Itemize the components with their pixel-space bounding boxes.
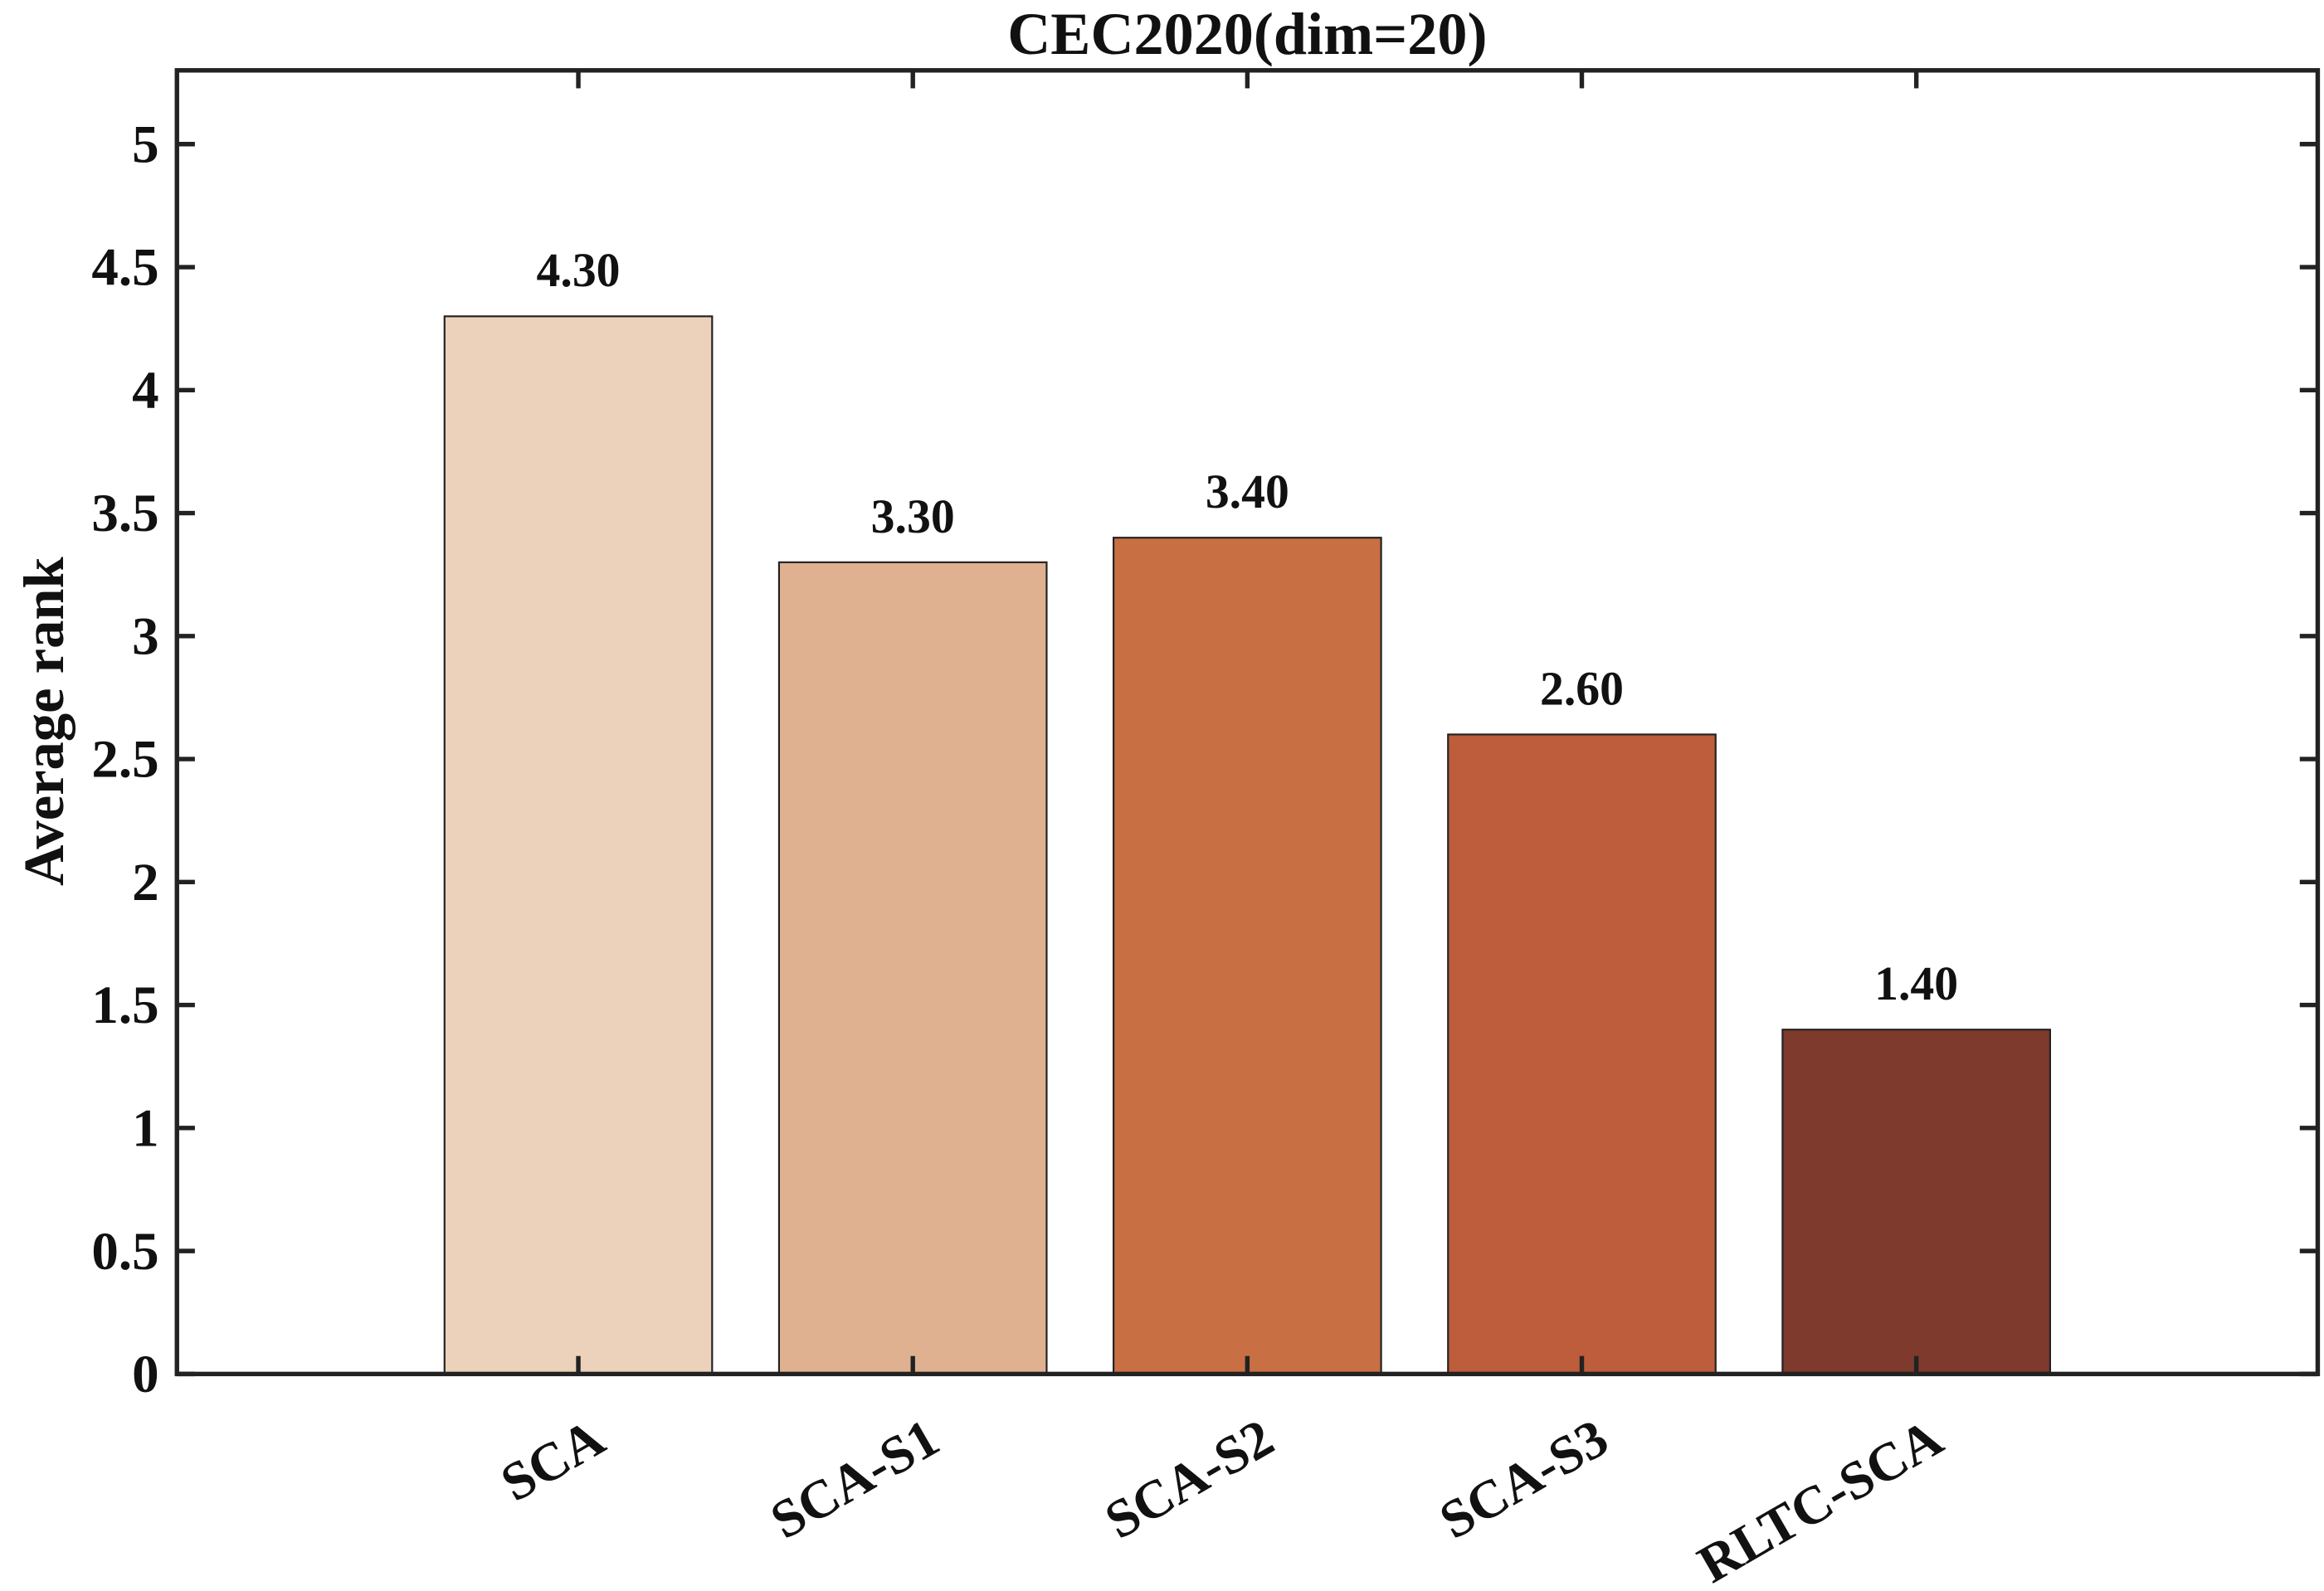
y-tick-label: 0.5 xyxy=(91,1222,158,1282)
value-label: 4.30 xyxy=(537,245,621,297)
bar xyxy=(1447,733,1717,1375)
value-label: 1.40 xyxy=(1874,958,1958,1010)
bar xyxy=(1781,1029,2051,1375)
y-axis-label: Average rank xyxy=(12,557,76,886)
y-tick-label: 2.5 xyxy=(91,730,158,790)
bar xyxy=(443,315,714,1375)
x-tick-label: SCA xyxy=(491,1408,615,1513)
y-tick-label: 1 xyxy=(132,1099,158,1159)
y-tick-label: 3.5 xyxy=(91,484,158,543)
value-label: 3.40 xyxy=(1206,466,1289,518)
value-label: 3.30 xyxy=(871,491,955,543)
y-tick-label: 0 xyxy=(132,1345,158,1404)
x-tick-label: SCA-S3 xyxy=(1430,1408,1618,1550)
chart-title: CEC2020(dim=20) xyxy=(1007,1,1487,67)
value-label: 2.60 xyxy=(1540,663,1624,715)
y-tick-label: 1.5 xyxy=(91,976,158,1035)
y-tick-label: 4 xyxy=(132,361,158,421)
plot-frame xyxy=(174,68,2321,1377)
x-tick-label: SCA-S2 xyxy=(1095,1408,1284,1550)
x-tick-label: SCA-S1 xyxy=(761,1408,949,1550)
bar xyxy=(1113,537,1382,1375)
y-tick-label: 4.5 xyxy=(91,238,158,298)
y-tick-label: 2 xyxy=(132,853,158,912)
y-tick-label: 5 xyxy=(132,114,158,174)
y-tick-label: 3 xyxy=(132,606,158,666)
x-tick-label: RLTC-SCA xyxy=(1688,1408,1952,1591)
bar xyxy=(777,561,1048,1375)
